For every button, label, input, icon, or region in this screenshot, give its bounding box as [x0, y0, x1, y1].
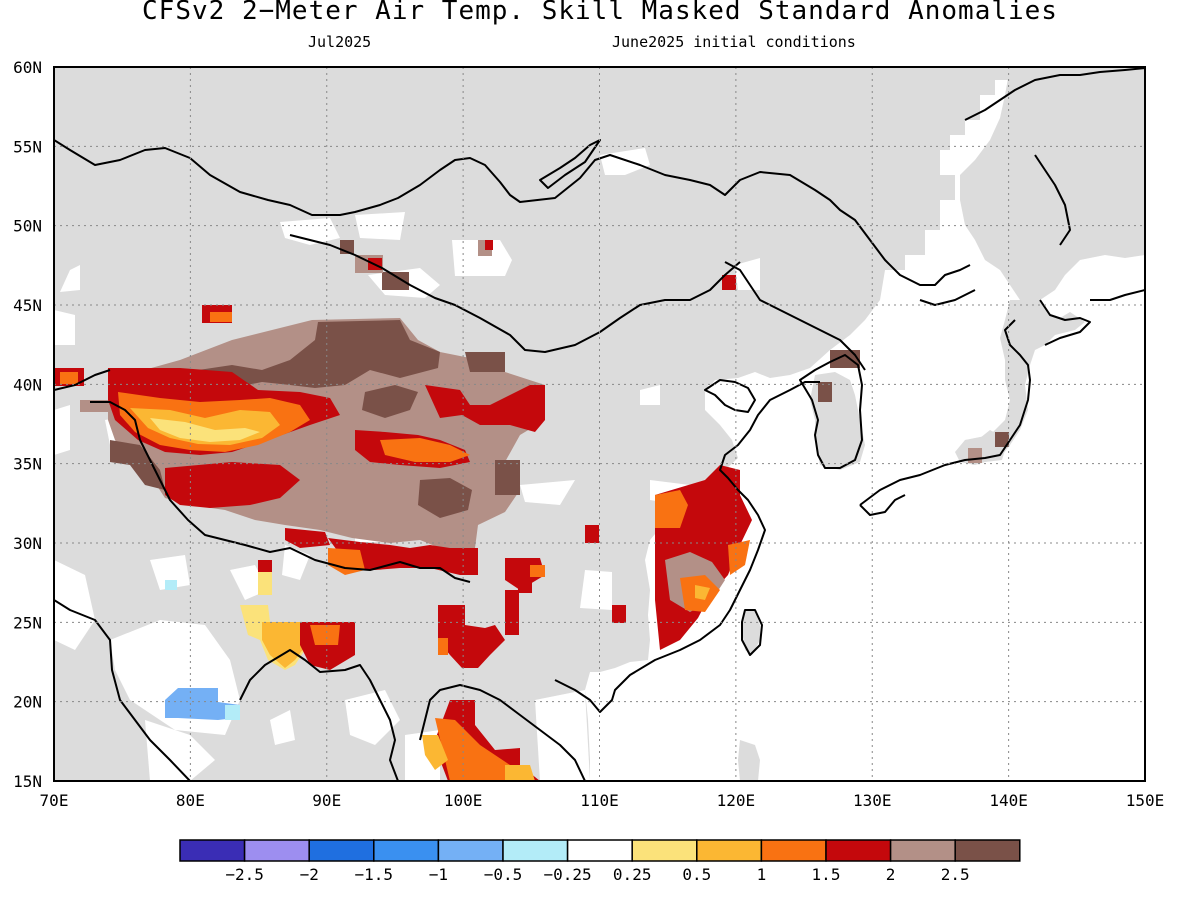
lon-tick-label: 90E	[312, 791, 341, 810]
lat-tick-label: 25N	[13, 613, 42, 632]
colorbar-swatch	[308, 839, 375, 862]
lon-tick-label: 120E	[717, 791, 756, 810]
colorbar-swatch	[954, 839, 1021, 862]
colorbar-swatch	[696, 839, 763, 862]
lat-tick-label: 35N	[13, 455, 42, 474]
lon-tick-label: 150E	[1126, 791, 1165, 810]
map-frame	[53, 66, 1146, 782]
longitude-labels: 70E 80E 90E 100E 110E 120E 130E 140E 150E	[40, 791, 1165, 810]
lon-tick-label: 130E	[853, 791, 892, 810]
colorbar-swatch	[437, 839, 504, 862]
colorbar-label: −2	[300, 865, 319, 884]
colorbar-label: −1.5	[355, 865, 394, 884]
colorbar-label: 1.5	[812, 865, 841, 884]
lat-tick-label: 15N	[13, 772, 42, 791]
lon-tick-label: 140E	[989, 791, 1028, 810]
colorbar-label: −0.25	[544, 865, 592, 884]
lat-tick-label: 60N	[13, 58, 42, 77]
colorbar-label: 2	[886, 865, 896, 884]
colorbar-swatch	[243, 839, 310, 862]
lat-tick-label: 30N	[13, 534, 42, 553]
colorbar-swatch	[502, 839, 569, 862]
grid-lines	[54, 67, 1145, 781]
colorbar-label: −1	[429, 865, 448, 884]
forecast-month: Jul2025	[308, 33, 372, 51]
initial-conditions: June2025 initial conditions	[612, 33, 856, 51]
colorbar-swatch	[373, 839, 440, 862]
lat-tick-label: 50N	[13, 217, 42, 236]
colorbar-swatch	[825, 839, 892, 862]
colorbar-swatch	[566, 839, 633, 862]
lon-tick-label: 80E	[176, 791, 205, 810]
colorbar-label: 0.5	[682, 865, 711, 884]
lat-tick-label: 55N	[13, 137, 42, 156]
lat-tick-label: 45N	[13, 296, 42, 315]
colorbar-swatch	[889, 839, 956, 862]
colorbar: −2.5 −2 −1.5 −1 −0.5 −0.25 0.25 0.5 1 1.5 2 2.5	[179, 839, 1021, 884]
colorbar-label: −2.5	[225, 865, 264, 884]
colorbar-swatch	[760, 839, 827, 862]
lon-tick-label: 100E	[444, 791, 483, 810]
lon-tick-label: 70E	[40, 791, 69, 810]
colorbar-swatch	[631, 839, 698, 862]
lat-tick-label: 40N	[13, 375, 42, 394]
colorbar-label: 1	[757, 865, 767, 884]
lon-tick-label: 110E	[580, 791, 619, 810]
colorbar-label: −0.5	[484, 865, 523, 884]
latitude-labels: 15N 20N 25N 30N 35N 40N 45N 50N 55N 60N	[13, 58, 42, 791]
colorbar-label: 2.5	[941, 865, 970, 884]
colorbar-label: 0.25	[613, 865, 652, 884]
map-title: CFSv2 2−Meter Air Temp. Skill Masked Sta…	[142, 0, 1058, 26]
lat-tick-label: 20N	[13, 693, 42, 712]
colorbar-swatch	[179, 839, 246, 862]
anomaly-shading	[54, 240, 1009, 781]
